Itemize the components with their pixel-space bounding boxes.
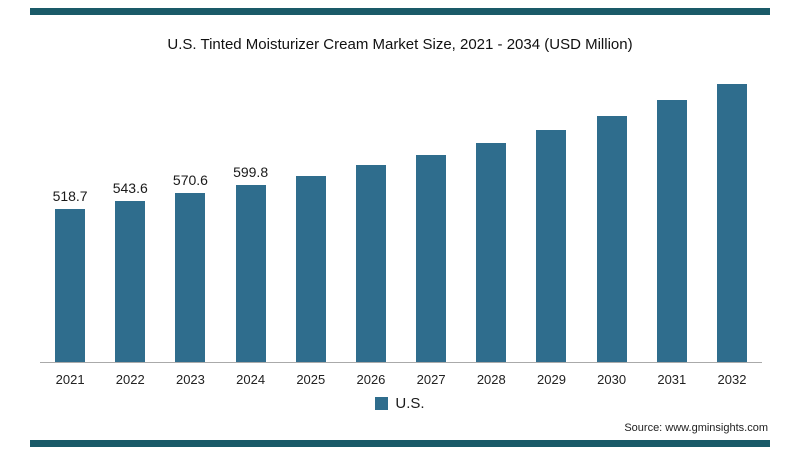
bar-value-label: 599.8 bbox=[233, 164, 269, 180]
legend-label: U.S. bbox=[395, 395, 425, 412]
x-axis-tick-label: 2025 bbox=[296, 372, 326, 387]
x-axis-tick-label: 2029 bbox=[537, 372, 566, 387]
bar-column bbox=[461, 122, 521, 362]
bar-column: 599.8 bbox=[221, 164, 281, 362]
bar bbox=[175, 193, 206, 362]
top-border-bar bbox=[30, 8, 770, 15]
bar-column bbox=[582, 95, 642, 362]
x-axis-tick-label: 2026 bbox=[356, 372, 386, 387]
bar-column bbox=[281, 155, 341, 362]
bar bbox=[596, 116, 627, 362]
source-text: Source: www.gminsights.com bbox=[624, 422, 768, 434]
bar-value-label: 570.6 bbox=[172, 172, 208, 188]
bar bbox=[416, 155, 447, 362]
legend-swatch bbox=[375, 397, 389, 410]
x-axis-tick-label: 2024 bbox=[236, 372, 266, 387]
plot-area: 518.7 543.6 570.6 599.8 2021 2022 2023 2024 202… bbox=[40, 60, 762, 387]
bar-column: 518.7 bbox=[40, 188, 100, 362]
bar-column: 570.6 bbox=[160, 172, 220, 362]
bar bbox=[235, 185, 266, 362]
x-axis-tick-label: 2021 bbox=[55, 372, 85, 387]
bar-column bbox=[401, 134, 461, 362]
bar-column bbox=[642, 79, 702, 362]
bar bbox=[295, 176, 326, 362]
bottom-border-bar bbox=[30, 440, 770, 447]
bar-column bbox=[341, 144, 401, 362]
x-axis-tick-label: 2023 bbox=[175, 372, 205, 387]
bar-column: 543.6 bbox=[100, 180, 160, 362]
x-axis-labels: 2021 2022 2023 2024 2025 2026 2027 2028 2029 2030… bbox=[40, 372, 762, 387]
bar bbox=[355, 165, 386, 362]
x-axis-tick-label: 2027 bbox=[416, 372, 446, 387]
bar bbox=[536, 130, 567, 362]
chart-title: U.S. Tinted Moisturizer Cream Market Siz… bbox=[167, 36, 633, 53]
bar bbox=[716, 84, 747, 362]
x-axis-tick-label: 2022 bbox=[115, 372, 145, 387]
bar-value-label: 543.6 bbox=[112, 180, 148, 196]
bar-value-label: 518.7 bbox=[52, 188, 88, 204]
x-axis-tick-label: 2030 bbox=[597, 372, 627, 387]
bar bbox=[115, 201, 146, 362]
x-axis-tick-label: 2032 bbox=[717, 372, 747, 387]
x-axis-tick-label: 2031 bbox=[657, 372, 687, 387]
bars-container: 518.7 543.6 570.6 599.8 bbox=[40, 60, 762, 363]
x-axis-tick-label: 2028 bbox=[476, 372, 506, 387]
bar-column bbox=[702, 63, 762, 362]
bar bbox=[656, 100, 687, 362]
bar bbox=[476, 143, 507, 362]
legend: U.S. bbox=[0, 395, 800, 412]
bar bbox=[55, 209, 86, 362]
bar-column bbox=[521, 109, 581, 362]
